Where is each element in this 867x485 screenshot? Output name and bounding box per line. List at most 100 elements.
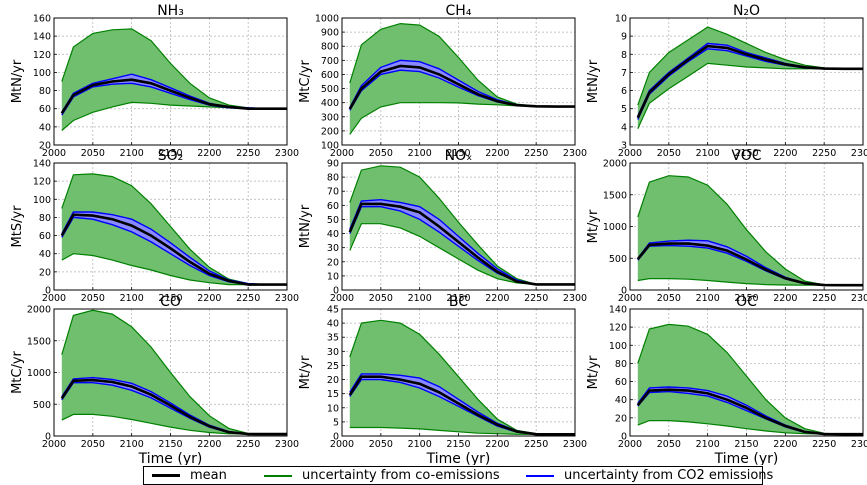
y-tick-label: 5 (621, 104, 627, 115)
x-axis-label: Time (yr) (138, 451, 203, 465)
x-tick-label: 2050 (81, 148, 105, 159)
x-tick-label: 2200 (773, 148, 797, 159)
y-tick-label: 900 (321, 28, 339, 39)
y-axis-label: Mt/yr (586, 355, 601, 389)
y-tick-label: 0 (45, 286, 51, 297)
co-emissions-band (349, 23, 575, 135)
y-tick-label: 30 (327, 347, 339, 358)
y-tick-label: 500 (33, 400, 51, 411)
x-tick-label: 2300 (275, 148, 299, 159)
x-tick-label: 2100 (120, 293, 144, 304)
x-tick-label: 2000 (42, 148, 66, 159)
y-tick-label: 80 (39, 86, 51, 97)
y-tick-label: 700 (321, 56, 339, 67)
x-tick-label: 2250 (524, 439, 548, 450)
x-tick-label: 2000 (618, 293, 642, 304)
x-tick-label: 2200 (197, 148, 221, 159)
x-tick-label: 2200 (485, 293, 509, 304)
y-tick-label: 8 (621, 50, 627, 61)
y-axis-label: MtN/yr (10, 59, 25, 103)
y-tick-label: 20 (327, 375, 339, 386)
y-tick-label: 60 (327, 201, 339, 212)
x-tick-label: 2200 (773, 439, 797, 450)
x-tick-label: 2300 (851, 439, 867, 450)
y-tick-label: 80 (327, 173, 339, 184)
subplot-title: NH₃ (157, 3, 184, 19)
x-tick-label: 2100 (408, 148, 432, 159)
mean-line (636, 44, 863, 119)
y-tick-label: 6 (621, 86, 627, 97)
subplot-no: 2000 2050 2100 2150 2200 2250 2300 0 10 20 30 40 50 6… (298, 148, 587, 304)
y-tick-label: 300 (321, 112, 339, 123)
y-tick-label: 600 (321, 70, 339, 81)
legend-mean-swatch (152, 474, 180, 477)
subplot-title: OC (736, 294, 757, 310)
x-tick-label: 2300 (563, 439, 587, 450)
x-tick-label: 2200 (485, 148, 509, 159)
y-tick-label: 140 (609, 305, 627, 316)
legend-item-co2-emissions: uncertainty from CO2 emissions (526, 467, 773, 484)
y-tick-label: 4 (621, 122, 627, 133)
co-emissions-band (61, 173, 287, 285)
y-tick-label: 200 (321, 126, 339, 137)
x-tick-label: 2150 (158, 148, 182, 159)
legend-mean-label: mean (190, 468, 227, 483)
x-tick-label: 2250 (812, 439, 836, 450)
y-tick-label: 120 (609, 323, 627, 334)
y-axis-label: MtS/yr (10, 205, 25, 248)
y-tick-label: 2000 (603, 159, 627, 170)
subplot-nh: 2000 2050 2100 2150 2200 2250 2300 20 40 60 80 100 1… (10, 3, 299, 159)
y-tick-label: 2000 (27, 305, 51, 316)
y-tick-label: 5 (333, 417, 339, 428)
x-tick-label: 2150 (158, 439, 182, 450)
co-emissions-band (61, 310, 287, 435)
legend-co2-emissions-label: uncertainty from CO2 emissions (564, 468, 774, 483)
y-tick-label: 1000 (27, 368, 51, 379)
y-tick-label: 20 (327, 257, 339, 268)
x-tick-label: 2150 (446, 293, 470, 304)
mean-line (348, 64, 575, 110)
y-tick-label: 40 (39, 122, 51, 133)
x-tick-label: 2250 (236, 293, 260, 304)
y-tick-label: 70 (327, 187, 339, 198)
y-tick-label: 45 (327, 305, 339, 316)
y-tick-label: 0 (621, 286, 627, 297)
x-tick-label: 2250 (524, 148, 548, 159)
y-tick-label: 40 (39, 249, 51, 260)
legend-item-mean: mean (152, 467, 227, 484)
x-tick-label: 2300 (275, 293, 299, 304)
x-tick-label: 2050 (369, 293, 393, 304)
y-tick-label: 100 (321, 141, 339, 152)
y-tick-label: 20 (39, 141, 51, 152)
x-tick-label: 2000 (330, 148, 354, 159)
subplot-so: 2000 2050 2100 2150 2200 2250 2300 0 20 40 60 80 100… (10, 148, 299, 304)
subplot-title: SO₂ (158, 148, 184, 164)
x-tick-label: 2300 (563, 293, 587, 304)
legend-co-emissions-label: uncertainty from co-emissions (302, 468, 500, 483)
x-tick-label: 2150 (734, 293, 758, 304)
subplot-bc: 2000 2050 2100 2150 2200 2250 2300 0 5 10 15 20 25 30… (298, 294, 587, 465)
y-tick-label: 25 (327, 361, 339, 372)
y-tick-label: 40 (327, 229, 339, 240)
mean-line (636, 242, 863, 287)
x-tick-label: 2300 (851, 293, 867, 304)
legend: mean uncertainty from co-emissions uncer… (143, 466, 773, 485)
y-tick-label: 120 (33, 177, 51, 188)
x-tick-label: 2000 (618, 439, 642, 450)
y-tick-label: 20 (39, 267, 51, 278)
co-emissions-band (61, 28, 287, 131)
x-tick-label: 2250 (812, 293, 836, 304)
y-tick-label: 80 (39, 213, 51, 224)
x-tick-label: 2150 (734, 148, 758, 159)
x-tick-label: 2000 (330, 293, 354, 304)
subplot-voc: 2000 2050 2100 2150 2200 2250 2300 0 500 1000 1500… (586, 148, 867, 304)
subplot-title: N₂O (733, 3, 760, 19)
y-tick-label: 90 (327, 159, 339, 170)
x-tick-label: 2100 (696, 293, 720, 304)
subplot-title: VOC (731, 148, 761, 164)
y-axis-label: Mt/yr (586, 209, 601, 243)
y-tick-label: 500 (321, 84, 339, 95)
x-tick-label: 2300 (563, 148, 587, 159)
y-tick-label: 0 (333, 432, 339, 443)
y-axis-label: MtN/yr (298, 204, 313, 248)
